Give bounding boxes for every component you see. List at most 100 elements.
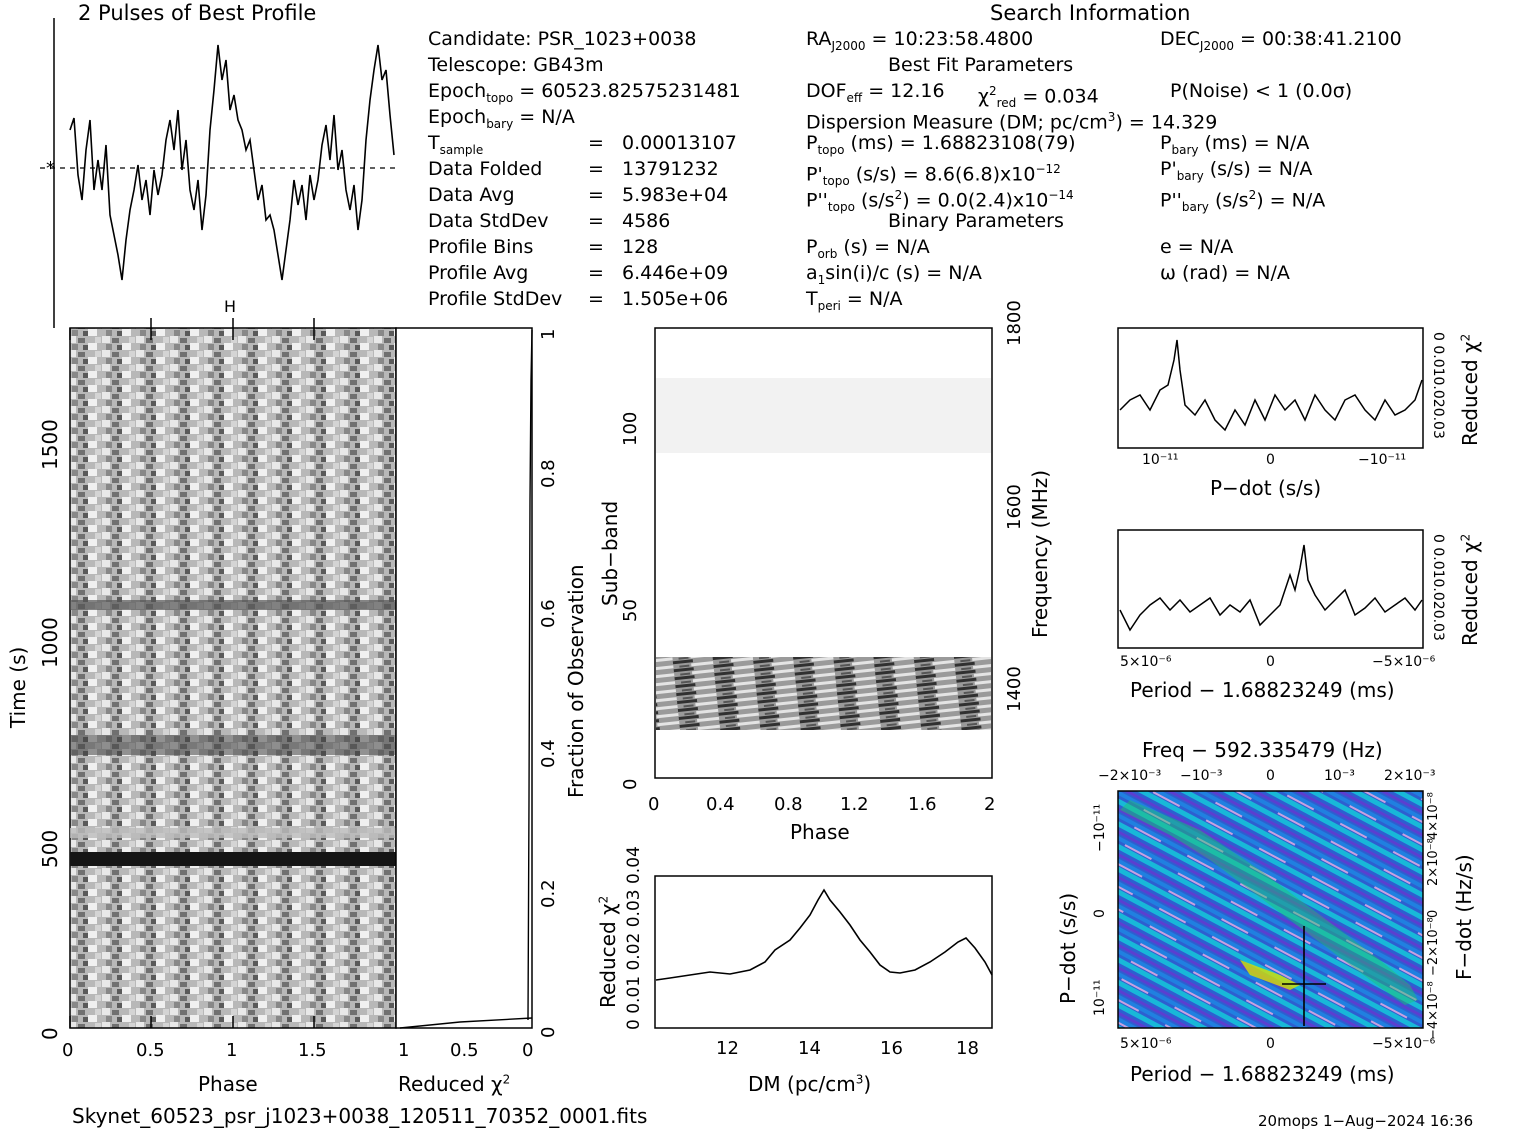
profile-title: 2 Pulses of Best Profile — [78, 1, 317, 25]
phase2-tick: 1.2 — [840, 794, 869, 815]
pdot-left-tick: 0 — [1092, 909, 1108, 918]
search-title: Search Information — [990, 1, 1191, 25]
a1sini: a1sin(i)/c (s) = N/A — [806, 262, 982, 287]
time-axis-label: Time (s) — [6, 646, 30, 728]
filename: Skynet_60523_psr_j1023+0038_120511_70352… — [72, 1104, 648, 1128]
time-phase-image — [69, 327, 397, 1029]
phase-axis-label: Phase — [198, 1072, 258, 1096]
phase2-axis-label: Phase — [790, 820, 850, 844]
period-tick: 5×10⁻⁶ — [1120, 654, 1172, 670]
fraction-axis-label: Fraction of Observation — [564, 564, 588, 798]
frequency-tick: 1800 — [1004, 300, 1025, 346]
freq-tick: −10⁻³ — [1180, 768, 1223, 784]
tsample: Tsample — [428, 132, 484, 157]
ecc: e = N/A — [1160, 236, 1234, 258]
profile-line — [69, 44, 395, 281]
pdot-chi-panel — [1117, 327, 1424, 449]
eq: = — [588, 158, 604, 180]
pdot-topo: P'topo (s/s) = 8.6(6.8)x10−12 — [806, 162, 1061, 189]
data-avg-label: Data Avg — [428, 184, 515, 206]
dm-tick: 18 — [956, 1038, 979, 1059]
time-tick: 500 — [38, 829, 62, 868]
tsample-eq: = — [588, 132, 604, 154]
pdot-left-axis-label: P−dot (s/s) — [1056, 892, 1080, 1004]
fraction-tick: 1 — [538, 328, 559, 340]
frequency-tick: 1600 — [1004, 484, 1025, 530]
candidate: Candidate: PSR_1023+0038 — [428, 28, 697, 50]
pdot-tick: 0 — [1266, 452, 1275, 468]
dm-tick: 16 — [880, 1038, 903, 1059]
freq-tick: 0 — [1266, 768, 1275, 784]
profile-avg-label: Profile Avg — [428, 262, 529, 284]
fraction-tick: 0 — [538, 1026, 559, 1038]
fraction-tick: 0.4 — [538, 739, 559, 768]
dm-chi-panel — [654, 875, 993, 1029]
frequency-axis-label: Frequency (MHz) — [1028, 469, 1052, 638]
fdot-tick: −4×10⁻⁸ — [1426, 981, 1441, 1040]
pddot-bary: P''bary (s/s2) = N/A — [1160, 188, 1326, 215]
pdot-chi-label: Reduced χ2 — [1458, 333, 1482, 446]
phase-tick: 0 — [62, 1040, 74, 1061]
period-chi-ticks: 0 0.010.020.03 — [1430, 534, 1446, 641]
period-axis-label: Period − 1.68823249 (ms) — [1130, 678, 1395, 702]
profile-std-label: Profile StdDev — [428, 288, 563, 310]
dm-tick: 12 — [716, 1038, 739, 1059]
period-map-tick: −5×10⁻⁶ — [1372, 1036, 1436, 1052]
pdot-tick: 10⁻¹¹ — [1142, 452, 1179, 468]
data-folded-label: Data Folded — [428, 158, 543, 180]
phase2-tick: 0.4 — [706, 794, 735, 815]
dm-tick: 14 — [798, 1038, 821, 1059]
epoch-bary: Epochbary = N/A — [428, 106, 575, 131]
pdot-bary: P'bary (s/s) = N/A — [1160, 158, 1313, 183]
porb: Porb (s) = N/A — [806, 236, 930, 261]
dm-chi-ticks: 0 0.01 0.02 0.03 0.04 — [624, 846, 644, 1030]
ptopo: Ptopo (ms) = 1.68823108(79) — [806, 132, 1076, 157]
time-tick: 1000 — [38, 617, 62, 668]
ra: RAJ2000 = 10:23:58.4800 — [806, 28, 1034, 53]
freq-tick: −2×10⁻³ — [1098, 768, 1162, 784]
period-map-tick: 0 — [1266, 1036, 1275, 1052]
freq-axis-label: Freq − 592.335479 (Hz) — [1142, 738, 1383, 762]
data-folded-value: 13791232 — [622, 158, 719, 180]
phase2-tick: 0 — [648, 794, 660, 815]
eq: = — [588, 288, 604, 310]
tperi: Tperi = N/A — [806, 288, 903, 313]
chi-tick: 0.5 — [450, 1040, 479, 1061]
tsample-value: 0.00013107 — [622, 132, 737, 154]
best-fit-title: Best Fit Parameters — [888, 54, 1074, 76]
pbary: Pbary (ms) = N/A — [1160, 132, 1310, 157]
frequency-tick: 1400 — [1004, 666, 1025, 712]
dm-chi-line — [655, 888, 993, 981]
fraction-tick: 0.6 — [538, 599, 559, 628]
fdot-tick: 2×10⁻⁸ — [1426, 838, 1441, 886]
period-chi-panel — [1117, 529, 1424, 649]
phase-tick: 0.5 — [136, 1040, 165, 1061]
eq: = — [588, 184, 604, 206]
omega: ω (rad) = N/A — [1160, 262, 1290, 284]
pdot-tick: −10⁻¹¹ — [1358, 452, 1407, 468]
period-map-axis-label: Period − 1.68823249 (ms) — [1130, 1062, 1395, 1086]
bin-marker: H — [224, 297, 236, 316]
chi-time-panel — [395, 327, 533, 1029]
freq-tick: 2×10⁻³ — [1384, 768, 1436, 784]
fdot-axis-label: F−dot (Hz/s) — [1452, 854, 1476, 980]
subband-tick: 50 — [620, 599, 641, 622]
time-tick: 0 — [38, 1027, 62, 1040]
data-std-label: Data StdDev — [428, 210, 549, 232]
timestamp: 20mops 1−Aug−2024 16:36 — [1258, 1112, 1474, 1130]
phase2-tick: 0.8 — [774, 794, 803, 815]
dm-chi-label: Reduced χ2 — [596, 895, 620, 1008]
profile-std-value: 1.505e+06 — [622, 288, 729, 310]
phase-tick: 1.5 — [298, 1040, 327, 1061]
chi-tick: 1 — [398, 1040, 410, 1061]
dof: DOFeff = 12.16 — [806, 80, 945, 105]
subband-tick: 0 — [620, 778, 641, 790]
binary-title: Binary Parameters — [888, 210, 1064, 232]
fdot-tick: 4×10⁻⁸ — [1426, 792, 1441, 840]
subband-axis-label: Sub−band — [598, 500, 622, 606]
eq: = — [588, 236, 604, 258]
phase-ticks — [69, 318, 315, 1028]
pddot-topo: P''topo (s/s2) = 0.0(2.4)x10−14 — [806, 188, 1074, 215]
phase2-tick: 1.6 — [908, 794, 937, 815]
